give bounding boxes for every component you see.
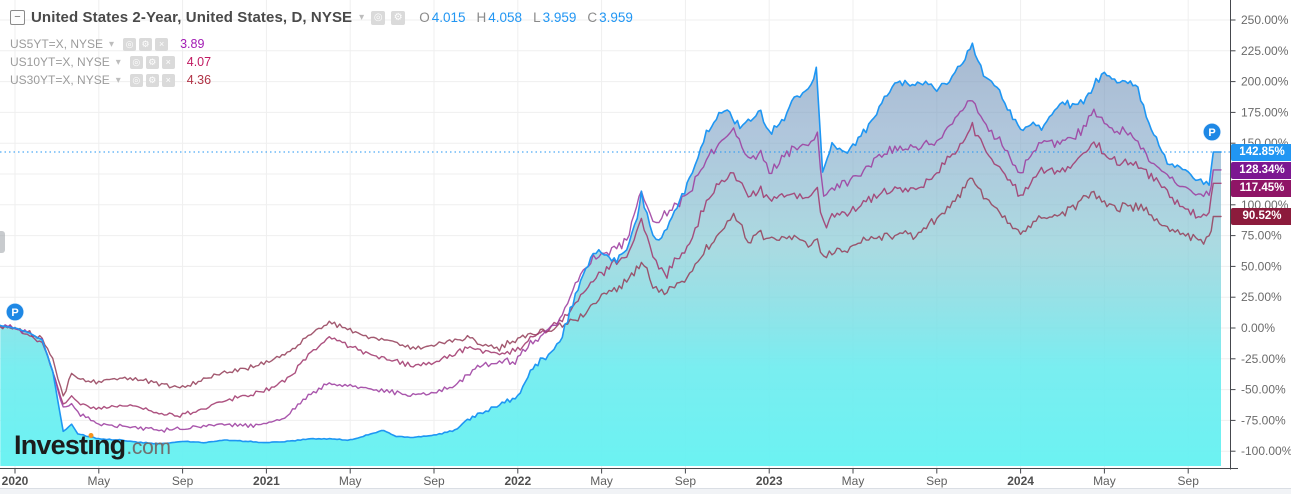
price-axis-label: -25.00% <box>1241 352 1286 366</box>
price-axis-label: 50.00% <box>1241 259 1282 273</box>
time-axis-label: May <box>1093 474 1116 488</box>
open-label: O <box>419 10 430 25</box>
price-axis-label: 225.00% <box>1241 44 1289 58</box>
last-price-label: 128.34% <box>1231 161 1291 179</box>
publish-marker-icon[interactable] <box>1202 122 1222 142</box>
time-axis-label: May <box>339 474 362 488</box>
overlay-symbol[interactable]: US10YT=X, NYSE <box>10 55 110 69</box>
left-panel-handle[interactable] <box>0 231 5 253</box>
low-value: 3.959 <box>542 10 577 25</box>
close-value: 3.959 <box>599 10 633 25</box>
high-value: 4.058 <box>488 10 523 25</box>
settings-gear-icon[interactable]: ⚙ <box>139 37 153 51</box>
close-icon[interactable]: × <box>155 37 169 51</box>
time-axis-label: May <box>842 474 865 488</box>
symbol-title[interactable]: United States 2-Year, United States, D, … <box>31 9 353 26</box>
price-axis-label: 250.00% <box>1241 13 1289 27</box>
chevron-down-icon[interactable]: ▾ <box>359 12 365 23</box>
overlay-symbol[interactable]: US30YT=X, NYSE <box>10 73 110 87</box>
time-axis-label: 2022 <box>504 474 531 488</box>
time-axis-label: Sep <box>423 474 445 488</box>
last-price-label: 142.85% <box>1231 143 1291 161</box>
time-axis-label: 2024 <box>1007 474 1034 488</box>
chevron-down-icon[interactable]: ▾ <box>109 38 115 50</box>
ohlc-readout: O 4.015 H 4.058 L 3.959 C 3.959 <box>419 10 633 25</box>
overlay-row-us5yt: US5YT=X, NYSE ▾ ◎ ⚙ × 3.89 <box>10 37 204 51</box>
price-axis-label: -75.00% <box>1241 413 1286 427</box>
overlay-row-us30yt: US30YT=X, NYSE ▾ ◎ ⚙ × 4.36 <box>10 73 211 87</box>
time-axis-label: 2023 <box>756 474 783 488</box>
settings-gear-icon[interactable]: ⚙ <box>145 55 159 69</box>
overlay-last-value: 4.36 <box>186 73 212 87</box>
price-axis-label: -100.00% <box>1241 444 1291 458</box>
publish-marker-icon[interactable] <box>5 302 25 322</box>
price-axis-label: 75.00% <box>1241 229 1282 243</box>
visibility-icon[interactable]: ◎ <box>129 73 143 87</box>
close-icon[interactable]: × <box>161 73 175 87</box>
low-label: L <box>533 10 541 25</box>
area-fill-us2y <box>0 43 1221 466</box>
chevron-down-icon[interactable]: ▾ <box>115 74 121 86</box>
chevron-down-icon[interactable]: ▾ <box>115 56 121 68</box>
price-axis-label: -50.00% <box>1241 383 1286 397</box>
series-line-us5ytx <box>0 99 1222 433</box>
price-axis-label: 0.00% <box>1241 321 1275 335</box>
time-axis-label: Sep <box>1178 474 1200 488</box>
open-value: 4.015 <box>431 10 466 25</box>
logo-brand-text: Investıng <box>14 430 126 460</box>
time-axis-label: 2020 <box>2 474 29 488</box>
close-label: C <box>587 10 598 25</box>
visibility-icon[interactable]: ◎ <box>371 10 386 25</box>
price-axis-label: 175.00% <box>1241 105 1289 119</box>
visibility-icon[interactable]: ◎ <box>123 37 137 51</box>
close-icon[interactable]: × <box>161 55 175 69</box>
minus-icon: − <box>14 11 21 23</box>
price-axis-label: 200.00% <box>1241 75 1289 89</box>
overlay-last-value: 4.07 <box>186 55 212 69</box>
time-axis-label: Sep <box>675 474 697 488</box>
overlay-row-us10yt: US10YT=X, NYSE ▾ ◎ ⚙ × 4.07 <box>10 55 211 69</box>
last-price-label: 90.52% <box>1231 207 1291 225</box>
logo-orange-dot: ı <box>87 430 94 460</box>
series-line-us30ytx <box>0 177 1222 397</box>
symbol-header-row: − United States 2-Year, United States, D… <box>10 9 633 26</box>
visibility-icon[interactable]: ◎ <box>129 55 143 69</box>
time-axis-label: May <box>87 474 110 488</box>
collapse-legend-icon[interactable]: − <box>10 10 25 25</box>
logo-tld-text: .com <box>126 436 171 459</box>
settings-gear-icon[interactable]: ⚙ <box>145 73 159 87</box>
publish-marker-label: P <box>1208 127 1215 139</box>
price-axis-label: 25.00% <box>1241 290 1282 304</box>
time-axis-label: Sep <box>172 474 194 488</box>
last-price-label: 117.45% <box>1231 179 1291 197</box>
series-line-us2ytx <box>0 42 1222 445</box>
high-label: H <box>476 10 487 25</box>
series-line-us10ytx <box>0 121 1222 418</box>
time-axis-label: 2021 <box>253 474 280 488</box>
overlay-last-value: 3.89 <box>180 37 205 51</box>
investing-com-logo[interactable]: Investıng .com <box>14 430 171 461</box>
bottom-toolbar-strip <box>0 488 1291 494</box>
settings-gear-icon[interactable]: ⚙ <box>391 10 406 25</box>
publish-marker-label: P <box>11 307 18 319</box>
time-axis-label: May <box>590 474 613 488</box>
time-axis-label: Sep <box>926 474 948 488</box>
overlay-symbol[interactable]: US5YT=X, NYSE <box>10 37 104 51</box>
